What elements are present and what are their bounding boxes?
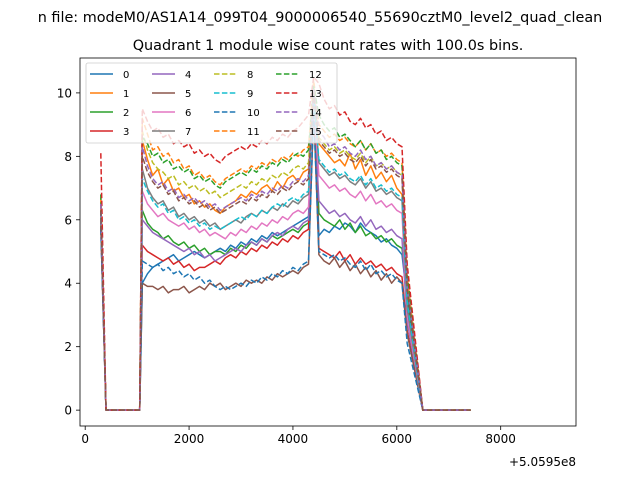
- chart-title: Quadrant 1 module wise count rates with …: [133, 38, 524, 54]
- series-line-6: [100, 104, 471, 411]
- legend-label-10: 10: [247, 108, 260, 119]
- legend-label-9: 9: [247, 89, 253, 100]
- series-line-8: [100, 82, 471, 411]
- axis-ticks: 0 2000 4000 6000 8000 0 2 4 6 8 10: [57, 86, 516, 446]
- figure-suptitle: n file: modeM0/AS1A14_099T04_9000006540_…: [38, 10, 603, 26]
- legend-label-7: 7: [185, 127, 191, 138]
- series-line-4: [100, 101, 471, 411]
- x-tick-label: 8000: [485, 432, 516, 446]
- series-line-11: [100, 79, 471, 411]
- legend-box: [85, 62, 338, 144]
- series-line-0: [100, 88, 471, 411]
- x-tick-label: 4000: [278, 432, 309, 446]
- series-line-3: [100, 98, 471, 411]
- x-tick-label: 6000: [382, 432, 413, 446]
- legend-label-4: 4: [185, 70, 191, 81]
- legend-label-12: 12: [309, 70, 322, 81]
- series-line-15: [100, 92, 471, 411]
- x-axis-offset-label: +5.0595e8: [509, 455, 576, 469]
- legend-label-6: 6: [185, 108, 191, 119]
- legend-label-13: 13: [309, 89, 322, 100]
- legend-label-5: 5: [185, 89, 191, 100]
- legend-label-11: 11: [247, 127, 260, 138]
- y-tick-label: 0: [64, 404, 72, 418]
- y-tick-label: 10: [57, 86, 72, 100]
- series-line-14: [100, 88, 471, 411]
- legend-label-15: 15: [309, 127, 322, 138]
- legend-label-8: 8: [247, 70, 253, 81]
- y-tick-label: 8: [64, 150, 72, 164]
- legend-label-14: 14: [309, 108, 322, 119]
- legend-label-3: 3: [123, 127, 129, 138]
- series-line-10: [100, 111, 471, 411]
- series-line-9: [100, 95, 471, 411]
- y-tick-label: 6: [64, 213, 72, 227]
- legend-label-1: 1: [123, 89, 129, 100]
- series-line-12: [100, 85, 471, 411]
- x-tick-label: 2000: [174, 432, 205, 446]
- series-line-5: [100, 108, 471, 411]
- y-tick-label: 2: [64, 340, 72, 354]
- axes-frame: [79, 57, 577, 427]
- legend-label-0: 0: [123, 70, 129, 81]
- x-tick-label: 0: [81, 432, 89, 446]
- legend-label-2: 2: [123, 108, 129, 119]
- y-tick-label: 4: [64, 277, 72, 291]
